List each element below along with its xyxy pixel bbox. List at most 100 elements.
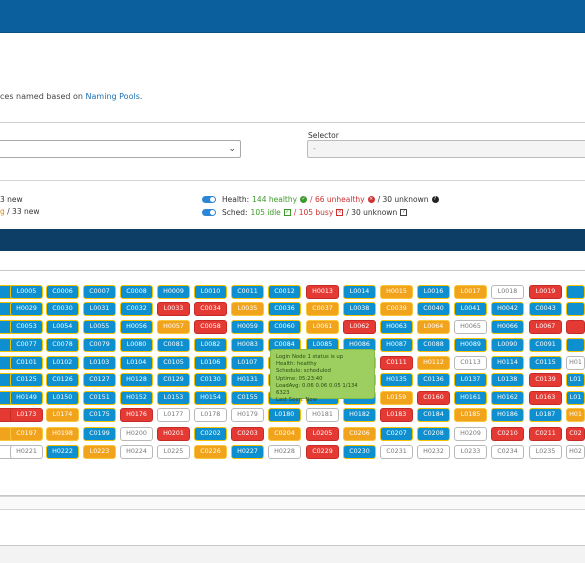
node-chip[interactable]: C0037 — [306, 302, 339, 316]
node-chip[interactable]: C0091 — [529, 338, 562, 352]
node-chip[interactable]: C0211 — [529, 427, 562, 441]
pool-select[interactable]: ⌄ — [0, 140, 241, 158]
node-chip[interactable]: L0178 — [194, 408, 227, 422]
selector-input[interactable]: - — [307, 140, 585, 158]
node-chip[interactable]: L0041 — [454, 302, 487, 316]
node-chip[interactable]: H0029 — [10, 302, 43, 316]
node-chip[interactable]: C0230 — [343, 445, 376, 459]
node-chip[interactable]: C0115 — [529, 356, 562, 370]
node-chip[interactable]: C0077 — [10, 338, 43, 352]
node-chip[interactable]: H01 — [566, 356, 585, 370]
node-chip[interactable]: H0222 — [46, 445, 79, 459]
node-chip[interactable]: H0162 — [491, 391, 524, 405]
node-chip[interactable]: C0226 — [194, 445, 227, 459]
node-chip[interactable]: H0112 — [417, 356, 450, 370]
node-chip[interactable]: L0016 — [417, 285, 450, 299]
node-chip[interactable]: C0081 — [157, 338, 190, 352]
node-chip[interactable]: L0104 — [120, 356, 153, 370]
node-chip[interactable]: C0208 — [417, 427, 450, 441]
node-chip[interactable]: C0078 — [46, 338, 79, 352]
node-chip[interactable]: C0206 — [343, 427, 376, 441]
node-chip[interactable]: H0056 — [120, 320, 153, 334]
node-chip[interactable]: C0088 — [417, 338, 450, 352]
node-chip[interactable]: H0221 — [10, 445, 43, 459]
node-chip[interactable]: L0064 — [417, 320, 450, 334]
node-chip[interactable]: L0173 — [10, 408, 43, 422]
node-chip[interactable]: L0102 — [46, 356, 79, 370]
node-chip[interactable]: C0202 — [194, 427, 227, 441]
node-chip[interactable]: L0153 — [157, 391, 190, 405]
node-chip[interactable]: L0019 — [529, 285, 562, 299]
node-chip[interactable]: L0017 — [454, 285, 487, 299]
node-chip[interactable]: L0163 — [529, 391, 562, 405]
node-chip[interactable]: H0042 — [491, 302, 524, 316]
node-chip[interactable]: C0203 — [231, 427, 264, 441]
node-chip[interactable]: C0006 — [46, 285, 79, 299]
node-chip[interactable]: H0066 — [491, 320, 524, 334]
node-chip[interactable]: H0015 — [380, 285, 413, 299]
node-chip[interactable]: L0018 — [491, 285, 524, 299]
node-chip[interactable]: H0209 — [454, 427, 487, 441]
node-chip[interactable]: L0225 — [157, 445, 190, 459]
node-chip[interactable]: C0039 — [380, 302, 413, 316]
node-chip[interactable]: L0067 — [529, 320, 562, 334]
node-chip[interactable]: L0014 — [343, 285, 376, 299]
node-chip[interactable]: H0181 — [306, 408, 339, 422]
node-chip[interactable]: C0234 — [491, 445, 524, 459]
node-chip[interactable]: C0155 — [231, 391, 264, 405]
node-chip[interactable]: H0063 — [380, 320, 413, 334]
node-chip[interactable]: L01 — [566, 391, 585, 405]
node-chip[interactable]: C0032 — [120, 302, 153, 316]
node-chip[interactable]: C0105 — [157, 356, 190, 370]
node-chip[interactable]: C0175 — [83, 408, 116, 422]
node-chip[interactable]: C0199 — [83, 427, 116, 441]
node-chip[interactable]: C0127 — [83, 373, 116, 387]
node-chip[interactable]: L0106 — [194, 356, 227, 370]
node-chip[interactable] — [566, 302, 585, 316]
node-chip[interactable] — [566, 320, 585, 334]
node-chip[interactable]: H0224 — [120, 445, 153, 459]
node-chip[interactable]: H0065 — [454, 320, 487, 334]
node-chip[interactable]: H0232 — [417, 445, 450, 459]
node-chip[interactable]: C0101 — [10, 356, 43, 370]
node-chip[interactable]: C0197 — [10, 427, 43, 441]
node-chip[interactable]: L0107 — [231, 356, 264, 370]
node-chip[interactable]: L01 — [566, 373, 585, 387]
node-chip[interactable]: H0182 — [343, 408, 376, 422]
node-chip[interactable]: C0184 — [417, 408, 450, 422]
node-chip[interactable]: H0135 — [380, 373, 413, 387]
node-chip[interactable]: C0125 — [10, 373, 43, 387]
node-chip[interactable]: C0007 — [83, 285, 116, 299]
node-chip[interactable]: C0139 — [529, 373, 562, 387]
node-chip[interactable]: L0205 — [306, 427, 339, 441]
node-chip[interactable]: C0204 — [268, 427, 301, 441]
node-chip[interactable]: C0030 — [46, 302, 79, 316]
node-chip[interactable]: C0111 — [380, 356, 413, 370]
node-chip[interactable]: L0159 — [380, 391, 413, 405]
node-chip[interactable]: H0009 — [157, 285, 190, 299]
node-chip[interactable]: C0011 — [231, 285, 264, 299]
node-chip[interactable]: L0082 — [194, 338, 227, 352]
node-chip[interactable]: L0080 — [120, 338, 153, 352]
node-chip[interactable]: H0179 — [231, 408, 264, 422]
node-chip[interactable]: H0200 — [120, 427, 153, 441]
node-chip[interactable]: H0198 — [46, 427, 79, 441]
health-toggle[interactable] — [202, 196, 216, 203]
naming-pools-link[interactable]: Naming Pools — [85, 92, 140, 101]
node-chip[interactable]: L0223 — [83, 445, 116, 459]
node-chip[interactable]: L0185 — [454, 408, 487, 422]
node-chip[interactable]: L0085 — [306, 338, 339, 352]
node-chip[interactable]: L0235 — [529, 445, 562, 459]
node-chip[interactable]: H0059 — [231, 320, 264, 334]
node-chip[interactable]: C0036 — [268, 302, 301, 316]
node-chip[interactable]: L0187 — [529, 408, 562, 422]
node-chip[interactable]: L0035 — [231, 302, 264, 316]
node-chip[interactable]: C0053 — [10, 320, 43, 334]
node-chip[interactable]: H0114 — [491, 356, 524, 370]
node-chip[interactable]: C0040 — [417, 302, 450, 316]
node-chip[interactable]: C0012 — [268, 285, 301, 299]
node-chip[interactable]: C0207 — [380, 427, 413, 441]
node-chip[interactable] — [566, 338, 585, 352]
node-chip[interactable]: H0152 — [120, 391, 153, 405]
node-chip[interactable]: H0161 — [454, 391, 487, 405]
